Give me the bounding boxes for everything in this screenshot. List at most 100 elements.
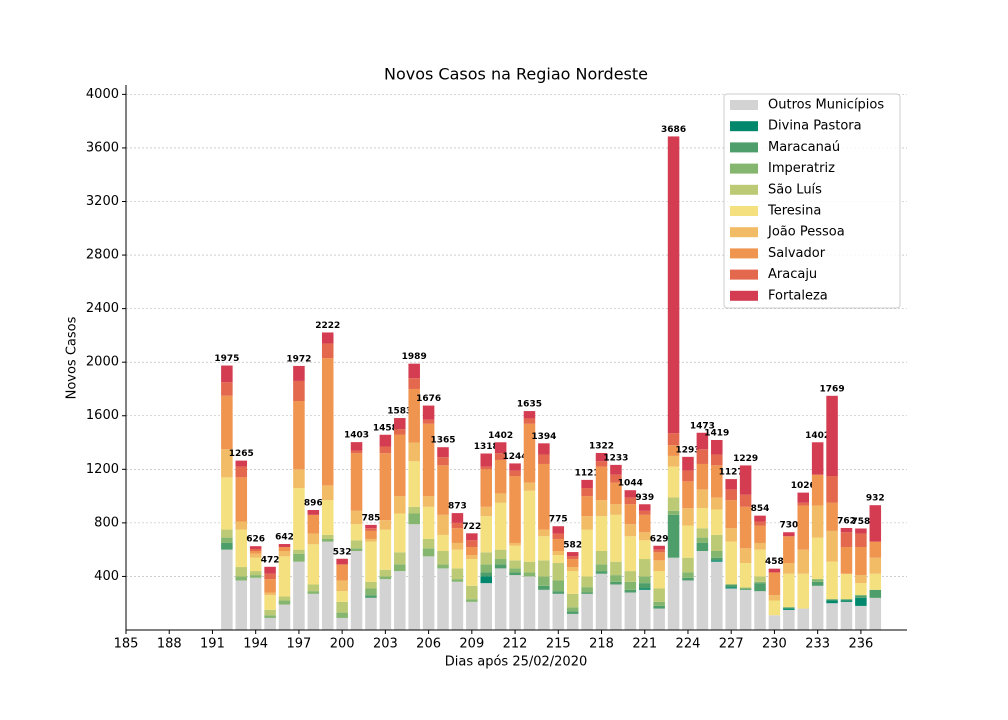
bar-segment <box>379 529 392 570</box>
x-tick-label: 230 <box>762 637 787 652</box>
bar-segment <box>653 601 665 606</box>
bar-segment <box>221 382 233 396</box>
bar-segment <box>711 465 723 498</box>
bar-segment <box>711 534 723 551</box>
bar-segment <box>855 605 867 630</box>
bar-segment <box>696 449 709 464</box>
value-label: 775 <box>549 515 568 525</box>
bar-segment <box>552 580 565 592</box>
chart-title: Novos Casos na Regiao Nordeste <box>384 65 648 84</box>
bar-segment <box>379 576 392 580</box>
bar-segment <box>869 505 882 542</box>
bar-segment <box>638 576 651 584</box>
value-label: 458 <box>765 557 784 567</box>
bar-segment <box>855 597 867 606</box>
bar-segment <box>581 576 593 588</box>
y-tick-label: 400 <box>94 569 119 584</box>
bar-segment <box>638 540 651 560</box>
bar-segment <box>451 542 464 550</box>
bar-segment <box>682 508 694 526</box>
bar-segment <box>566 571 579 594</box>
bar-segment <box>711 557 723 561</box>
bar-segment <box>307 591 320 594</box>
bar-segment <box>293 549 305 554</box>
bar-segment <box>667 455 680 467</box>
bar-segment <box>321 534 334 539</box>
bar-segment <box>538 589 550 630</box>
legend-label: Fortaleza <box>768 288 828 303</box>
bar-segment <box>581 592 593 594</box>
bar-segment <box>365 541 377 582</box>
bar-segment <box>523 576 536 630</box>
bar-segment <box>408 461 420 507</box>
bar-segment <box>840 599 853 601</box>
bar-segment <box>321 541 334 630</box>
bar-segment <box>667 514 680 558</box>
y-tick-label: 800 <box>94 515 119 530</box>
bar-segment <box>638 583 651 589</box>
bar-segment <box>422 405 435 420</box>
bar-segment <box>638 514 651 533</box>
bar-segment <box>221 449 233 478</box>
value-label: 1635 <box>517 400 542 410</box>
bar-segment <box>711 439 723 455</box>
bar-segment <box>610 474 622 483</box>
value-label: 873 <box>448 502 467 512</box>
value-label: 2222 <box>315 321 340 331</box>
bar-segment <box>667 497 680 511</box>
bar-segment <box>437 465 449 515</box>
bar-segment <box>278 556 291 597</box>
bar-segment <box>278 604 291 630</box>
bar-segment <box>307 593 320 630</box>
bar-segment <box>783 607 795 609</box>
bar-segment <box>696 489 709 509</box>
bar-segment <box>754 525 766 543</box>
bar-segment <box>451 549 464 569</box>
bar-segment <box>466 585 478 600</box>
bar-segment <box>840 546 853 574</box>
legend-swatch <box>730 269 758 280</box>
value-label: 762 <box>837 516 856 526</box>
x-tick-label: 188 <box>157 637 182 652</box>
bar-segment <box>725 588 737 630</box>
bar-segment <box>365 595 377 598</box>
bar-segment <box>667 445 680 456</box>
bar-segment <box>754 521 766 526</box>
value-label: 1989 <box>402 352 427 362</box>
legend-swatch <box>730 100 758 110</box>
bar-segment <box>826 599 838 601</box>
bar-segment <box>264 609 276 616</box>
legend-label: Imperatriz <box>768 161 835 176</box>
bar-segment <box>797 549 810 574</box>
bar-segment <box>667 466 680 498</box>
bar-segment <box>249 557 262 572</box>
bar-segment <box>451 579 464 582</box>
bar-segment <box>624 536 637 572</box>
bar-segment <box>422 496 435 507</box>
bar-segment <box>797 608 810 630</box>
x-tick-label: 200 <box>330 637 355 652</box>
bar-segment <box>768 595 781 601</box>
bar-segment <box>336 558 348 565</box>
bar-segment <box>552 593 565 630</box>
y-tick-label: 2000 <box>86 355 119 370</box>
bar-segment <box>408 513 420 525</box>
bar-segment <box>840 573 853 600</box>
bar-segment <box>538 585 550 590</box>
bar-segment <box>278 600 291 605</box>
legend-swatch <box>730 121 758 132</box>
bar-segment <box>264 566 276 574</box>
bar-segment <box>538 454 550 464</box>
bar-segment <box>739 548 752 564</box>
x-tick-label: 206 <box>416 637 441 652</box>
bar-segment <box>725 528 737 542</box>
legend-label: Salvador <box>768 246 826 261</box>
bar-segment <box>552 550 565 556</box>
bar-segment <box>523 418 536 424</box>
bar-segment <box>379 446 392 454</box>
bar-segment <box>869 597 882 630</box>
y-tick-label: 2400 <box>86 301 119 316</box>
bar-segment <box>408 378 420 389</box>
bar-segment <box>321 485 334 501</box>
bar-segment <box>336 564 348 581</box>
